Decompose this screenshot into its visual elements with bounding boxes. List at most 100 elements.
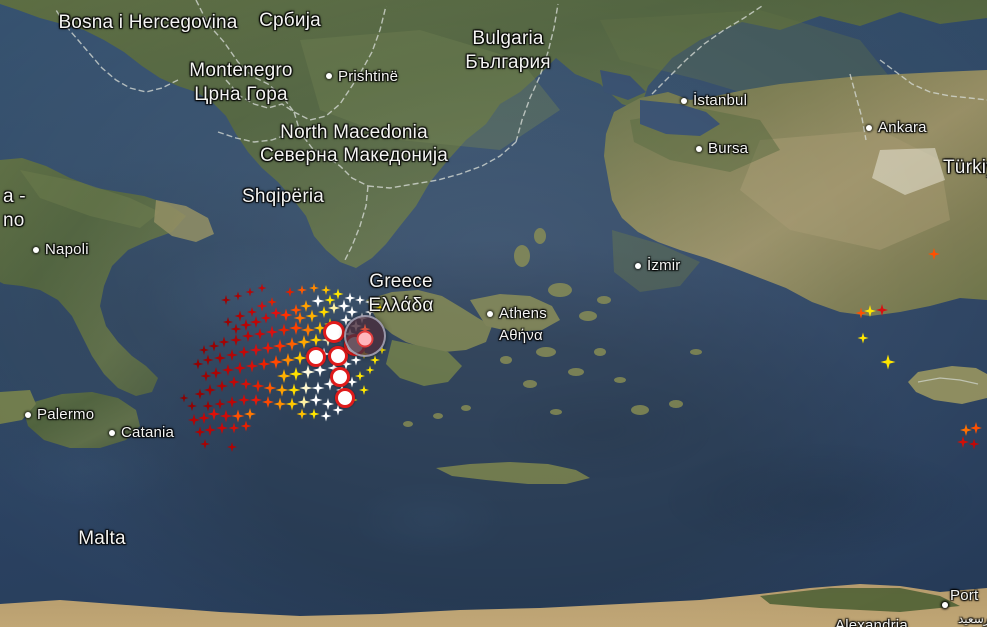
strike-detection-circle[interactable] <box>323 321 345 343</box>
lightning-strike-marker[interactable] <box>355 295 365 305</box>
lightning-strike-marker[interactable] <box>230 323 242 335</box>
map-label-country: Türkiye <box>943 157 987 178</box>
map-label-country: Северна Македонија <box>259 145 449 166</box>
map-label-country: no <box>3 210 25 231</box>
lightning-bolt-icon <box>359 323 371 335</box>
map-label-city: İzmir <box>647 257 681 274</box>
lightning-strike-marker[interactable] <box>285 287 295 297</box>
map-label-country: a - <box>3 186 26 207</box>
lightning-strike-marker[interactable] <box>199 345 209 355</box>
map-label-country: Greece <box>369 271 433 292</box>
lightning-strike-marker[interactable] <box>256 300 268 312</box>
map-label-city: Napoli <box>45 241 89 258</box>
lightning-strike-marker[interactable] <box>202 400 214 412</box>
lightning-strike-marker[interactable] <box>968 438 980 450</box>
map-label-country: Србија <box>259 10 321 31</box>
map-label-city: Athens <box>499 305 547 322</box>
map-label-city: Αθήνα <box>499 327 543 344</box>
lightning-strike-marker[interactable] <box>324 294 336 306</box>
lightning-strike-marker[interactable] <box>202 354 214 366</box>
lightning-strike-marker[interactable] <box>214 398 226 410</box>
strike-detection-circle[interactable] <box>328 346 348 366</box>
map-label-city: Prishtinë <box>338 68 399 85</box>
strike-detection-circle[interactable] <box>330 367 350 387</box>
city-marker-dot <box>109 430 115 436</box>
city-marker-dot <box>696 146 702 152</box>
city-marker-dot <box>326 73 332 79</box>
city-marker-dot <box>33 247 39 253</box>
map-label-city: Alexandria <box>835 617 908 627</box>
lightning-strike-marker[interactable] <box>370 355 380 365</box>
lightning-strike-marker[interactable] <box>234 310 246 322</box>
map-label-country: България <box>465 52 551 73</box>
lightning-strike-marker[interactable] <box>855 307 867 319</box>
lightning-strike-marker[interactable] <box>200 370 212 382</box>
map-label-city: Palermo <box>37 406 95 423</box>
map-label-country: North Macedonia <box>280 122 428 143</box>
lightning-strike-marker[interactable] <box>365 365 375 375</box>
map-label-country: Bulgaria <box>472 28 544 49</box>
lightning-strike-marker[interactable] <box>179 393 189 403</box>
lightning-strike-marker[interactable] <box>355 371 365 381</box>
lightning-strike-marker[interactable] <box>267 297 277 307</box>
lightning-strike-marker[interactable] <box>200 439 210 449</box>
lightning-strike-marker[interactable] <box>321 285 331 295</box>
strike-detection-circle[interactable] <box>306 347 326 367</box>
map-label-country: Ελλάδα <box>368 295 434 316</box>
lightning-strike-marker[interactable] <box>308 408 320 420</box>
map-label-country: Malta <box>78 528 126 549</box>
city-marker-dot <box>681 98 687 104</box>
lightning-strike-marker[interactable] <box>194 388 206 400</box>
lightning-strike-marker[interactable] <box>233 291 243 301</box>
lightning-strike-marker[interactable] <box>350 354 362 366</box>
lightning-strike-marker[interactable] <box>365 297 375 307</box>
selected-strike-dot-icon <box>356 330 374 348</box>
lightning-strike-marker[interactable] <box>192 358 204 370</box>
lightning-strike-marker[interactable] <box>245 287 255 297</box>
lightning-strike-marker[interactable] <box>297 285 307 295</box>
lightning-strike-marker[interactable] <box>194 426 206 438</box>
lightning-strike-marker[interactable] <box>296 408 308 420</box>
lightning-strike-marker[interactable] <box>365 307 375 317</box>
lightning-strike-marker[interactable] <box>218 336 230 348</box>
map-label-arabic: بورسعيد <box>958 612 987 626</box>
lightning-strike-marker[interactable] <box>309 283 319 293</box>
city-marker-dot <box>487 311 493 317</box>
lightning-strike-marker[interactable] <box>375 303 385 313</box>
lightning-strike-marker[interactable] <box>187 401 197 411</box>
lightning-strike-marker[interactable] <box>228 422 240 434</box>
lightning-strike-marker[interactable] <box>227 442 237 452</box>
map-label-country: Bosna i Hercegovina <box>58 12 238 33</box>
map-label-city: Bursa <box>708 140 749 157</box>
lightning-strike-marker[interactable] <box>257 283 267 293</box>
lightning-strike-marker[interactable] <box>359 385 369 395</box>
lightning-strike-marker[interactable] <box>346 376 358 388</box>
map-label-city: Catania <box>121 424 175 441</box>
lightning-strike-marker[interactable] <box>332 404 344 416</box>
lightning-strike-marker[interactable] <box>221 295 231 305</box>
lightning-strike-marker[interactable] <box>344 292 356 304</box>
selected-strike-marker[interactable] <box>344 315 386 357</box>
lightning-strike-marker[interactable] <box>857 332 869 344</box>
lightning-strike-marker[interactable] <box>320 410 332 422</box>
city-marker-dot <box>942 602 948 608</box>
strike-detection-circle[interactable] <box>335 388 355 408</box>
lightning-strike-marker[interactable] <box>332 288 344 300</box>
lightning-strike-marker[interactable] <box>208 340 220 352</box>
lightning-strike-marker[interactable] <box>260 312 272 324</box>
city-marker-dot <box>25 412 31 418</box>
city-marker-dot <box>866 125 872 131</box>
map-label-city: İstanbul <box>693 92 748 109</box>
lightning-strike-marker[interactable] <box>223 317 233 327</box>
map-label-country: Shqipëria <box>241 186 325 207</box>
map-label-country: Црна Гора <box>194 84 288 105</box>
map-label-city: Port <box>950 587 979 604</box>
lightning-strike-marker[interactable] <box>240 420 252 432</box>
lightning-strike-marker[interactable] <box>247 307 257 317</box>
lightning-strike-marker[interactable] <box>377 345 387 355</box>
city-marker-dot <box>635 263 641 269</box>
